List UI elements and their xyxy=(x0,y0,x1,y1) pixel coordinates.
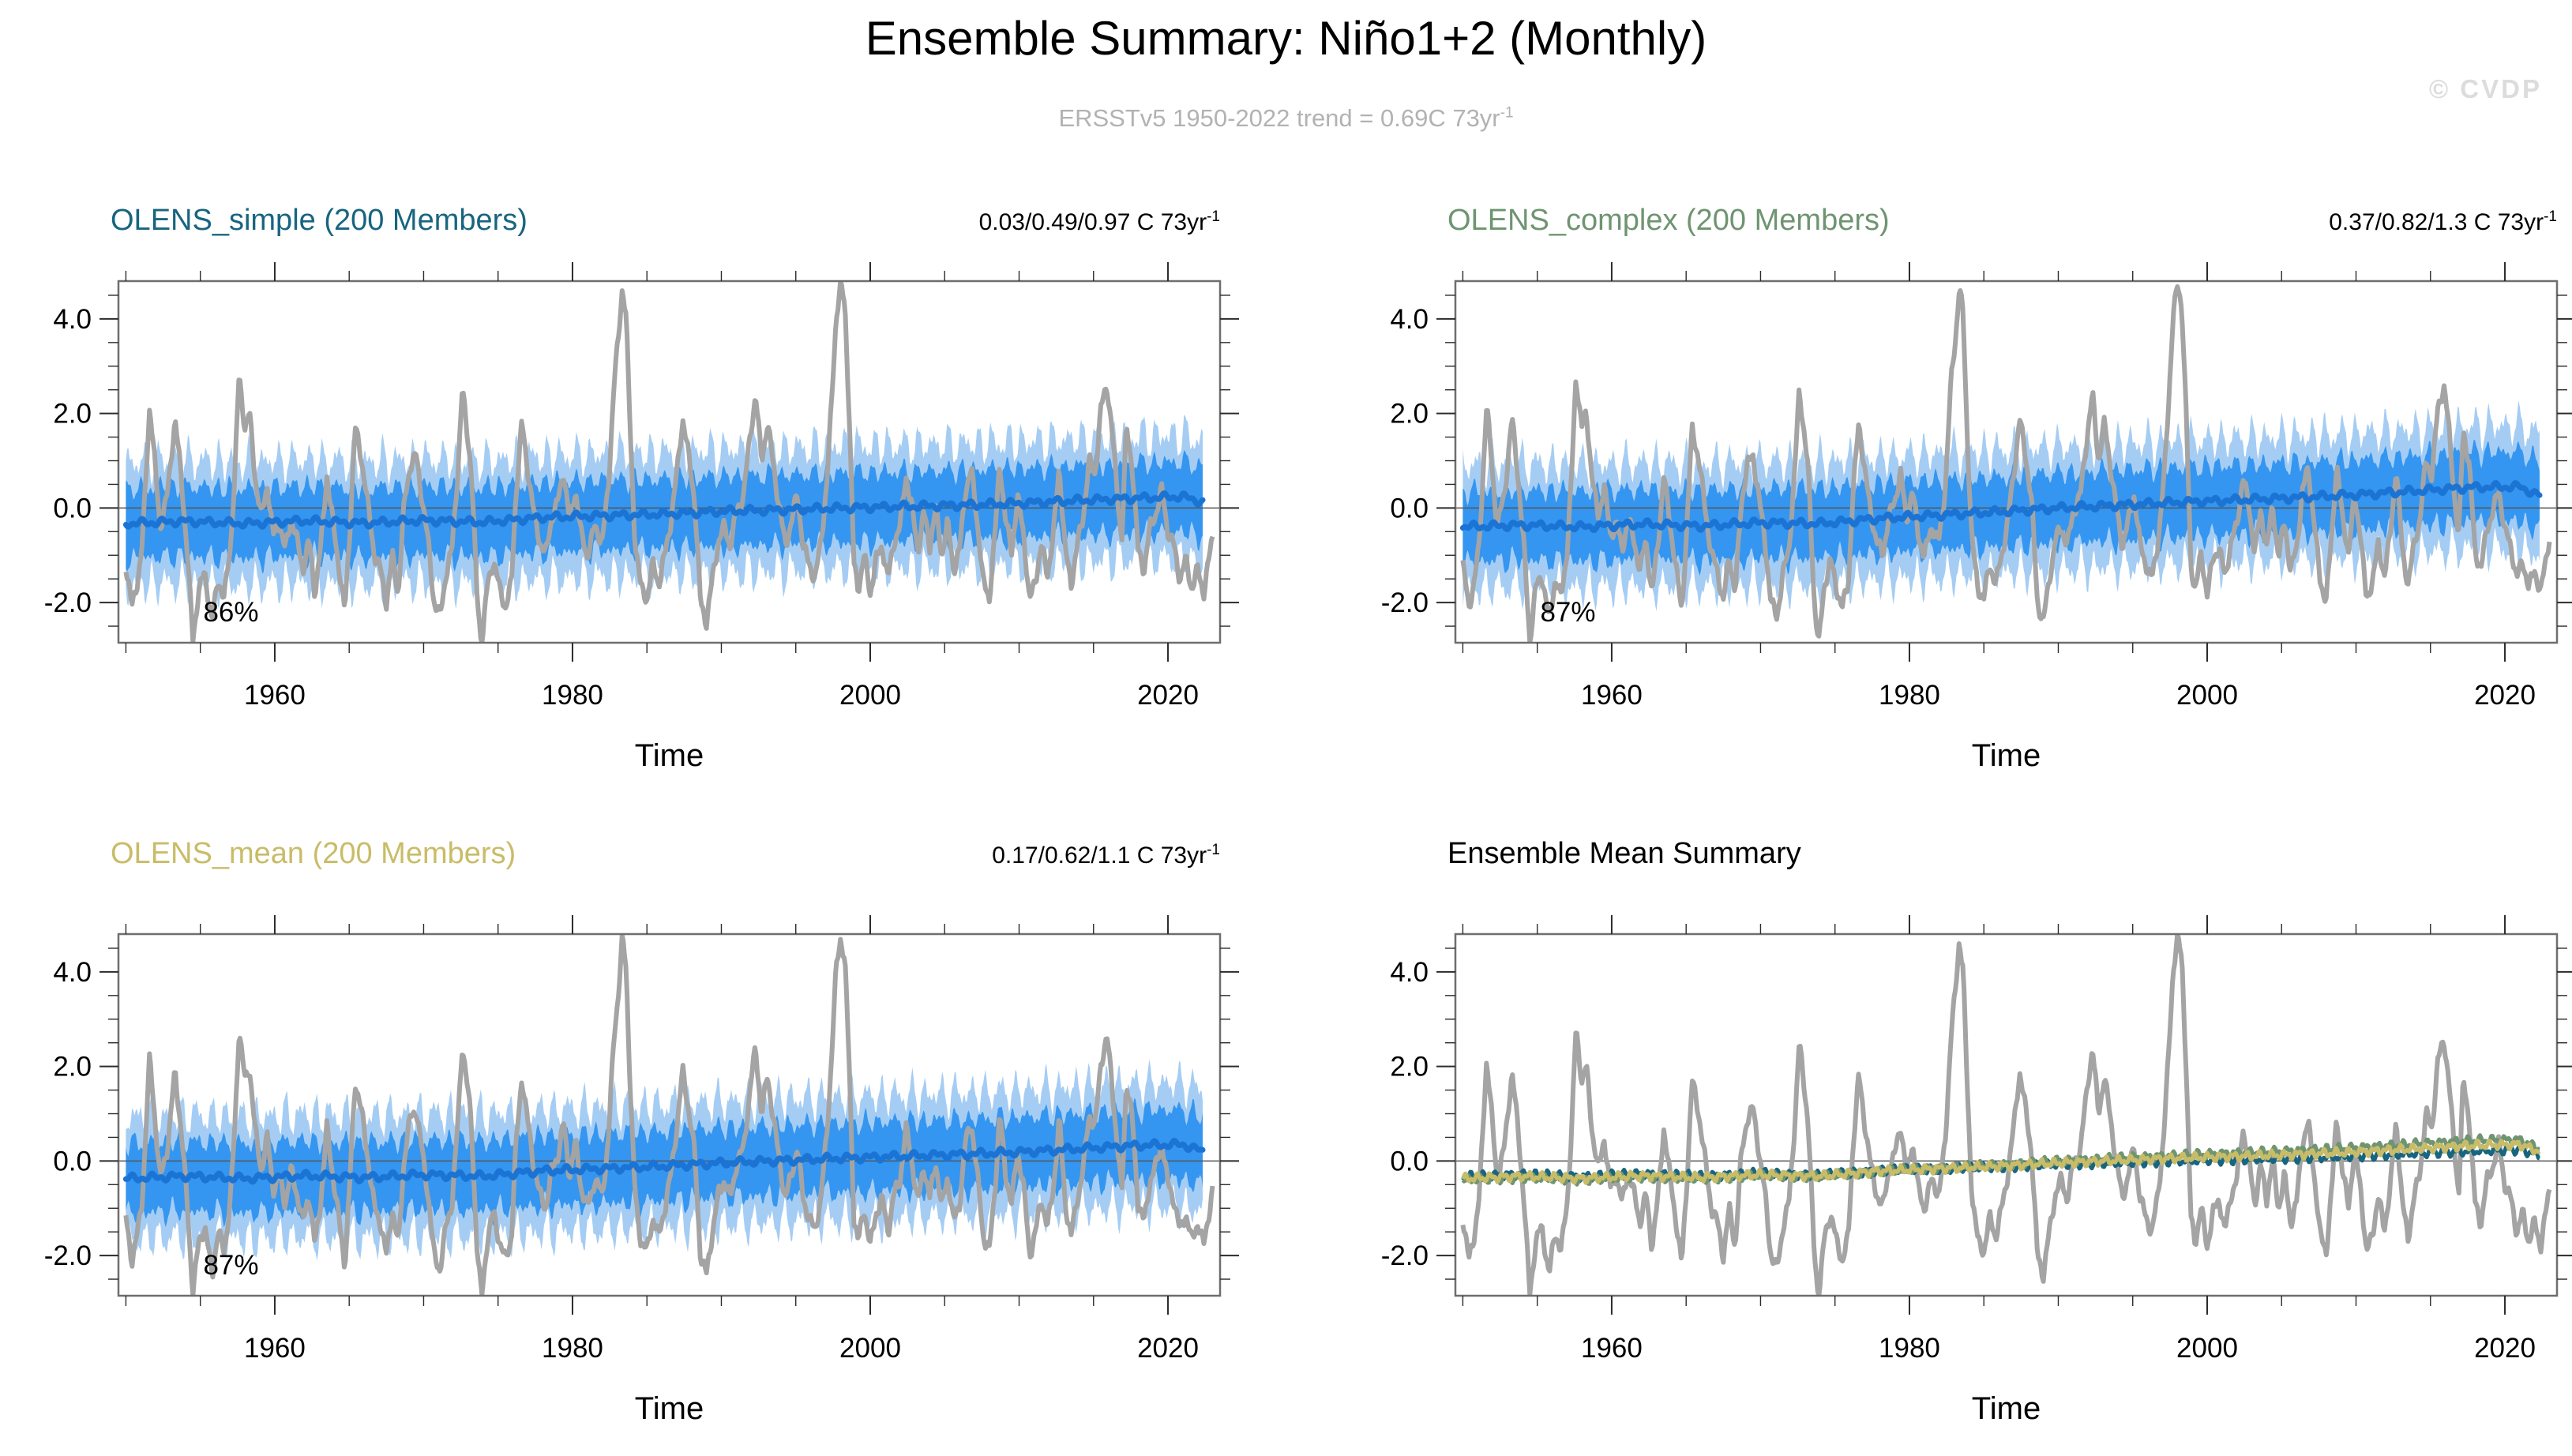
y-tick-label: 0.0 xyxy=(53,1146,92,1176)
y-tick-label: 4.0 xyxy=(53,304,92,335)
y-tick-label: 2.0 xyxy=(53,1052,92,1083)
panel-trend-olens-simple: 0.03/0.49/0.97 C 73yr-1 xyxy=(979,208,1220,236)
x-axis-title: Time xyxy=(635,1391,704,1426)
panel-header-ensemble-mean-summary: Ensemble Mean Summary xyxy=(1447,837,2557,871)
panel-title-olens-simple: OLENS_simple (200 Members) xyxy=(111,204,528,237)
ensemble-mean-line xyxy=(122,1137,1206,1185)
percent-in-spread-label: 87% xyxy=(203,1250,258,1281)
x-tick-label: 1980 xyxy=(542,680,603,711)
plot-frame xyxy=(1454,933,2559,1297)
plot-olens-mean: 87% 1960 1980 2000 2020 -2.0 0.0 2.0 4.0 Time xyxy=(44,915,1239,1426)
x-tick-label: 2000 xyxy=(2176,1333,2238,1364)
panel-header-olens-mean: OLENS_mean (200 Members) 0.17/0.62/1.1 C… xyxy=(111,837,1220,871)
x-tick-label: 2000 xyxy=(839,1333,901,1364)
panel-trend-olens-complex: 0.37/0.82/1.3 C 73yr-1 xyxy=(2329,208,2557,236)
series-group xyxy=(1455,934,2557,1296)
plot-frame xyxy=(117,933,1222,1297)
x-tick-label: 2020 xyxy=(2474,1333,2536,1364)
observation-line xyxy=(1460,284,2552,643)
plot-frame xyxy=(1454,280,2559,644)
x-tick-label: 1960 xyxy=(1581,1333,1643,1364)
x-tick-label: 1960 xyxy=(244,680,306,711)
cvdp-watermark: © CVDP xyxy=(2428,74,2542,103)
x-axis-title: Time xyxy=(1972,1391,2041,1426)
y-tick-label: -2.0 xyxy=(44,1240,92,1271)
series-group xyxy=(118,934,1220,1296)
y-tick-label: 2.0 xyxy=(1390,399,1429,430)
ensemble-mean-line xyxy=(1459,480,2543,534)
ensemble-inner-band xyxy=(126,1098,1203,1228)
series-group xyxy=(118,281,1220,643)
x-tick-label: 1980 xyxy=(1879,680,1940,711)
ensemble-mean-line xyxy=(122,490,1206,530)
x-tick-label: 1960 xyxy=(244,1333,306,1364)
plot-frame xyxy=(117,280,1222,644)
plot-olens-complex: 87% 1960 1980 2000 2020 -2.0 0.0 2.0 4.0 Time xyxy=(1381,262,2572,773)
trend-superscript: -1 xyxy=(1207,842,1220,858)
trend-text: 0.03/0.49/0.97 C 73yr xyxy=(978,209,1207,235)
y-tick-label: 2.0 xyxy=(53,399,92,430)
y-tick-label: 4.0 xyxy=(1390,304,1429,335)
x-tick-label: 1960 xyxy=(1581,680,1643,711)
y-tick-label: 0.0 xyxy=(1390,493,1429,523)
x-axis-title: Time xyxy=(1972,738,2041,773)
subtitle-superscript: -1 xyxy=(1500,104,1514,122)
x-axis-title: Time xyxy=(635,738,704,773)
y-tick-label: 0.0 xyxy=(53,493,92,523)
figure-title: Ensemble Summary: Niño1+2 (Monthly) xyxy=(865,12,1707,65)
plot-ensemble-mean-summary: 1960 1980 2000 2020 -2.0 0.0 2.0 4.0 Time xyxy=(1381,915,2572,1426)
x-tick-label: 2000 xyxy=(2176,680,2238,711)
x-tick-label: 2000 xyxy=(839,680,901,711)
x-tick-label: 1980 xyxy=(542,1333,603,1364)
observation-line xyxy=(1460,934,2552,1296)
trend-superscript: -1 xyxy=(2544,208,2557,225)
olens-mean-mean-line xyxy=(1461,1139,2541,1185)
figure-subtitle: ERSSTv5 1950-2022 trend = 0.69C 73yr-1 xyxy=(0,104,2572,133)
x-tick-label: 2020 xyxy=(2474,680,2536,711)
panel-title-olens-complex: OLENS_complex (200 Members) xyxy=(1447,204,1890,237)
percent-in-spread-label: 87% xyxy=(1540,597,1595,628)
panel-trend-olens-mean: 0.17/0.62/1.1 C 73yr-1 xyxy=(992,842,1220,869)
observation-line xyxy=(123,281,1215,643)
panel-title-ensemble-mean-summary: Ensemble Mean Summary xyxy=(1447,837,1801,870)
trend-text: 0.37/0.82/1.3 C 73yr xyxy=(2329,209,2544,235)
y-tick-label: 2.0 xyxy=(1390,1052,1429,1083)
panel-header-olens-complex: OLENS_complex (200 Members) 0.37/0.82/1.… xyxy=(1447,204,2557,238)
percent-in-spread-label: 86% xyxy=(203,597,258,628)
y-tick-label: -2.0 xyxy=(1381,1240,1429,1271)
plot-olens-simple: 86% 1960 1980 2000 2020 -2.0 0.0 2.0 4.0 Time xyxy=(44,262,1239,773)
series-group xyxy=(1455,284,2557,643)
x-tick-label: 1980 xyxy=(1879,1333,1940,1364)
subtitle-text: ERSSTv5 1950-2022 trend = 0.69C 73yr xyxy=(1058,104,1500,132)
panel-header-olens-simple: OLENS_simple (200 Members) 0.03/0.49/0.9… xyxy=(111,204,1220,238)
y-tick-label: 0.0 xyxy=(1390,1146,1429,1176)
trend-superscript: -1 xyxy=(1207,208,1220,225)
y-tick-label: -2.0 xyxy=(1381,587,1429,618)
trend-text: 0.17/0.62/1.1 C 73yr xyxy=(992,842,1207,869)
x-tick-label: 2020 xyxy=(1137,1333,1199,1364)
observation-line xyxy=(123,934,1215,1296)
y-tick-label: 4.0 xyxy=(1390,957,1429,988)
x-tick-label: 2020 xyxy=(1137,680,1199,711)
panel-title-olens-mean: OLENS_mean (200 Members) xyxy=(111,837,516,870)
y-tick-label: 4.0 xyxy=(53,957,92,988)
y-tick-label: -2.0 xyxy=(44,587,92,618)
